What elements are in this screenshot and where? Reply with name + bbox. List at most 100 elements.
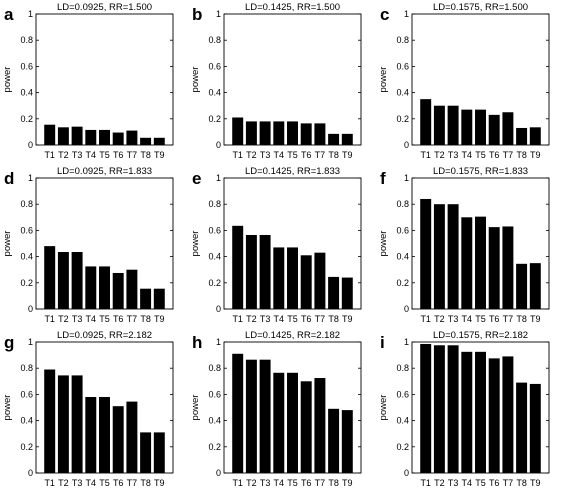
y-tick-label: 0 — [28, 140, 33, 150]
bar-t3 — [259, 121, 271, 145]
plot-frame — [223, 177, 362, 310]
panel-h: h LD=0.1425, RR=2.182 T1 T2 T3 T4 T5 T6 T7 T8 T9 0 0… — [190, 330, 362, 488]
bar-t2 — [245, 121, 257, 145]
panel-letter: i — [380, 333, 385, 352]
x-tick-label: T9 — [342, 478, 353, 488]
bar-t5 — [99, 397, 110, 473]
x-tick-label: T3 — [448, 478, 459, 488]
x-tick-label: T3 — [72, 150, 83, 160]
x-tick-label: T6 — [113, 478, 124, 488]
x-tick-label: T8 — [516, 314, 527, 324]
y-tick-label: 0.6 — [396, 225, 409, 235]
bar-t4 — [461, 109, 473, 145]
y-tick-label: 0 — [216, 140, 221, 150]
x-tick-label: T7 — [503, 478, 514, 488]
x-tick-label: T1 — [420, 478, 431, 488]
y-tick-label: 0.4 — [208, 252, 221, 262]
x-tick-label: T7 — [503, 150, 514, 160]
bar-t2 — [57, 127, 69, 145]
y-axis-label: power — [2, 395, 13, 421]
x-tick-label: T3 — [260, 478, 271, 488]
x-tick-label: T7 — [127, 150, 138, 160]
plot-frame — [411, 13, 550, 146]
bar-t6 — [112, 132, 124, 145]
x-tick-label: T9 — [154, 314, 165, 324]
x-tick-label: T8 — [328, 150, 339, 160]
y-axis-label: power — [378, 67, 389, 93]
bar-t2 — [433, 105, 445, 145]
y-tick-label: 0.4 — [396, 88, 409, 98]
y-tick-label: 0.4 — [208, 88, 221, 98]
y-tick-label: 0.2 — [208, 114, 221, 124]
y-axis-label: power — [190, 231, 201, 257]
bar-t7 — [126, 130, 138, 145]
x-tick-label: T5 — [99, 150, 110, 160]
panel-letter: e — [192, 169, 201, 188]
bar-t1 — [44, 124, 56, 145]
panel-letter: h — [192, 333, 202, 352]
bar-t7 — [314, 252, 326, 309]
y-tick-label: 0.2 — [20, 442, 33, 452]
panel-letter: a — [4, 5, 14, 24]
y-tick-label: 0.6 — [208, 61, 221, 71]
x-tick-label: T4 — [274, 150, 285, 160]
bar-t1 — [232, 353, 244, 473]
y-tick-label: 0.4 — [396, 252, 409, 262]
x-tick-label: T7 — [315, 314, 326, 324]
bar-t8 — [516, 263, 528, 309]
bar-t7 — [126, 401, 138, 473]
panel-title: LD=0.1575, RR=2.182 — [433, 330, 528, 341]
panel-letter: f — [380, 169, 386, 188]
x-tick-label: T5 — [287, 478, 298, 488]
y-tick-label: 0 — [216, 468, 221, 478]
bar-t8 — [328, 408, 340, 473]
bar-t9 — [529, 383, 541, 473]
bar-t1 — [420, 198, 432, 309]
bar-t8 — [140, 432, 152, 473]
bar-t5 — [99, 266, 110, 309]
bar-t9 — [153, 432, 165, 473]
x-tick-label: T5 — [287, 314, 298, 324]
plot-frame — [411, 341, 550, 474]
x-tick-label: T6 — [113, 150, 124, 160]
y-tick-label: 0.4 — [20, 88, 33, 98]
y-tick-label: 0.8 — [396, 199, 409, 209]
bar-t6 — [112, 406, 124, 473]
x-tick-label: T6 — [301, 478, 312, 488]
bar-t6 — [300, 123, 312, 145]
bar-t8 — [140, 288, 152, 309]
panel-c: c LD=0.1575, RR=1.500 T1 T2 T3 T4 T5 T6 T7 T8 T9 0 0… — [378, 2, 550, 160]
y-tick-label: 1 — [404, 337, 409, 347]
bar-t3 — [259, 234, 271, 309]
y-tick-label: 0.2 — [396, 114, 409, 124]
x-tick-label: T8 — [140, 150, 151, 160]
y-tick-label: 0.6 — [396, 389, 409, 399]
y-axis-label: power — [2, 231, 13, 257]
bar-t5 — [475, 109, 486, 145]
y-tick-label: 0.2 — [20, 114, 33, 124]
x-tick-label: T4 — [274, 314, 285, 324]
x-tick-label: T7 — [315, 478, 326, 488]
bar-t4 — [85, 129, 97, 145]
bar-t3 — [71, 126, 83, 145]
x-tick-label: T9 — [154, 478, 165, 488]
x-tick-label: T4 — [86, 314, 97, 324]
y-tick-label: 0.8 — [20, 199, 33, 209]
panel-title: LD=0.0925, RR=1.833 — [57, 166, 152, 177]
x-tick-label: T1 — [232, 478, 243, 488]
x-tick-label: T3 — [72, 478, 83, 488]
bar-t7 — [502, 356, 514, 473]
bar-t2 — [245, 234, 257, 309]
y-tick-label: 0 — [216, 304, 221, 314]
plot-frame — [223, 13, 362, 146]
panel-a: a LD=0.0925, RR=1.500 T1 T2 T3 T4 T5 T6 T7 T8 T9 0 0… — [2, 2, 174, 160]
x-tick-label: T8 — [140, 314, 151, 324]
x-tick-label: T1 — [420, 150, 431, 160]
y-tick-label: 0.4 — [396, 416, 409, 426]
plot-frame — [411, 177, 550, 310]
x-tick-label: T9 — [530, 478, 541, 488]
bar-t6 — [300, 381, 312, 473]
bar-t4 — [85, 266, 97, 309]
bar-t1 — [44, 246, 56, 309]
x-tick-label: T2 — [246, 314, 257, 324]
